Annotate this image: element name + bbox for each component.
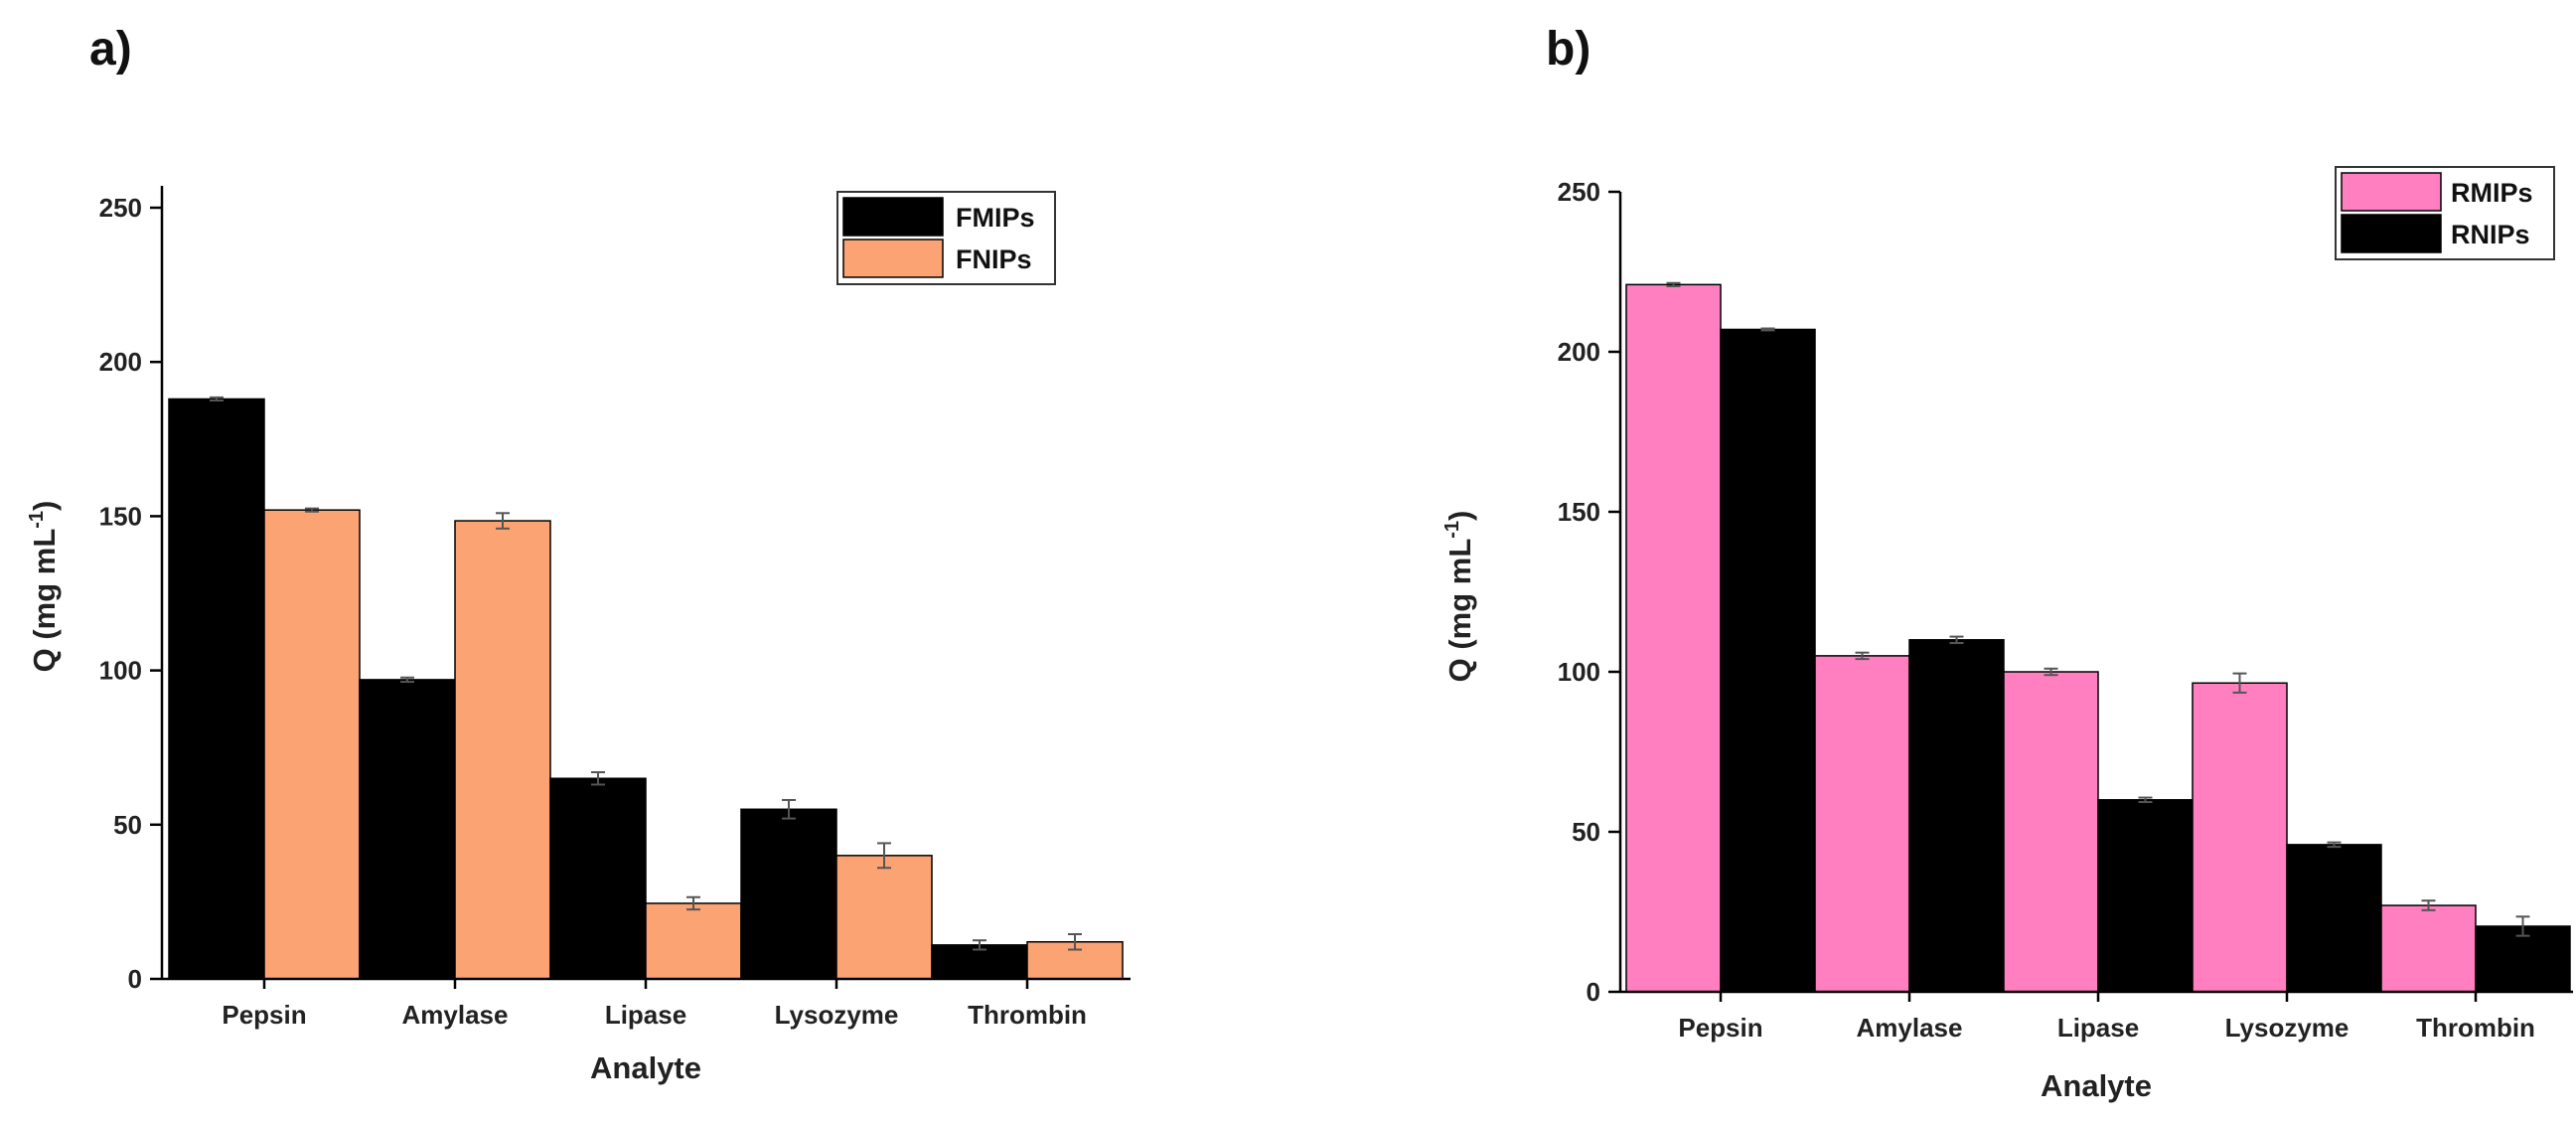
panel-b-legend: RMIPs RNIPs [2335,166,2555,260]
panel-a-x-tick-label-thrombin: Thrombin [968,1000,1087,1030]
panel-a-legend-swatch-fmips [842,197,944,237]
panel-a-error-bar-fnips-thrombin [1068,932,1082,951]
panel-a-bar-fnips-lysozyme [835,855,933,980]
panel-b-bar-rmips-lipase [2003,671,2099,993]
panel-b-y-ticks: 0 50 100 150 200 250 [1558,177,1620,1007]
panel-a: a) 0 50 100 150 200 250 Pepsin Amylase Lipase Ly… [26,23,1131,1085]
panel-b-y-tick-label-0: 0 [1587,977,1600,1007]
panel-b-y-axis-title-close: ) [1442,511,1477,521]
panel-a-x-axis-title: Analyte [590,1050,701,1085]
panel-b-label: b) [1546,23,1591,76]
panel-b-y-axis-title: Q (mg mL-1) [1441,511,1477,683]
panel-a-x-tick-label-amylase: Amylase [402,1000,509,1030]
panel-b-bar-rnips-thrombin [2475,925,2571,993]
panel-a-bar-fmips-lipase [549,777,647,980]
panel-b-error-bar-rmips-pepsin [1666,281,1681,287]
panel-b-y-tick-label-250: 250 [1558,177,1600,207]
panel-a-plot [168,396,1124,980]
panel-b-error-bar-rnips-thrombin [2515,915,2530,937]
panel-a-error-bar-fmips-pepsin [210,396,224,402]
panel-b-legend-rmips: RMIPs [2451,178,2533,208]
panel-a-error-bar-fmips-lysozyme [782,798,796,820]
panel-a-bar-fnips-pepsin [263,509,361,980]
panel-b-error-bar-rmips-lysozyme [2232,672,2247,694]
panel-b-x-tick-label-amylase: Amylase [1857,1013,1963,1043]
panel-b-bar-rmips-lysozyme [2192,682,2288,993]
panel-b-x-tick-label-pepsin: Pepsin [1678,1013,1762,1043]
panel-b-y-tick-label-150: 150 [1558,497,1600,527]
panel-b-x-tick-label-lysozyme: Lysozyme [2225,1013,2349,1043]
panel-b-legend-rnips: RNIPs [2451,220,2530,249]
panel-a-y-tick-label-0: 0 [128,964,142,994]
panel-a-x-tick-label-pepsin: Pepsin [222,1000,306,1030]
panel-b-x-axis-title: Analyte [2041,1068,2152,1103]
panel-b-y-tick-label-200: 200 [1558,337,1600,367]
panel-b-error-bar-rnips-amylase [1949,635,1964,645]
panel-a-bar-fmips-amylase [359,679,456,980]
panel-b-bar-rnips-lysozyme [2286,844,2382,993]
panel-b-error-bar-rnips-pepsin [1760,327,1775,332]
panel-a-y-axis-title-sup: -1 [26,511,48,529]
panel-a-y-axis-title: Q (mg mL-1) [26,501,62,673]
panel-a-legend-swatch-fnips [842,239,944,278]
panel-a-x-tick-label-lipase: Lipase [605,1000,686,1030]
panel-a-bar-fmips-lysozyme [740,808,837,980]
panel-a-error-bar-fmips-lipase [591,771,605,786]
panel-b-bar-rnips-amylase [1908,639,2005,993]
panel-a-y-tick-label-50: 50 [113,810,142,840]
panel-a-error-bar-fmips-amylase [400,676,414,684]
panel-b-error-bar-rmips-lipase [2044,667,2058,677]
panel-a-y-tick-label-250: 250 [99,193,142,223]
panel-b-y-axis-title-main: Q (mg mL [1442,539,1477,683]
panel-b-x-tick-label-lipase: Lipase [2057,1013,2139,1043]
panel-a-error-bar-fmips-thrombin [973,939,986,951]
panel-a-error-bar-fnips-amylase [496,512,510,530]
panel-a-y-tick-label-200: 200 [99,347,142,377]
panel-b-error-bar-rnips-lysozyme [2327,841,2342,849]
panel-a-bar-fmips-thrombin [931,944,1028,980]
panel-b-x-tick-label-thrombin: Thrombin [2416,1013,2535,1043]
panel-a-x-tick-label-lysozyme: Lysozyme [775,1000,899,1030]
panel-b-bar-rnips-pepsin [1720,328,1816,993]
panel-b-bar-rnips-lipase [2097,799,2194,993]
panel-b-legend-swatch-rmips [2341,172,2442,212]
panel-a-legend-fnips: FNIPs [956,244,1032,274]
panel-a-legend-fmips: FMIPs [956,203,1035,233]
panel-a-y-axis-title-close: ) [27,501,62,511]
panel-a-error-bar-fnips-pepsin [305,507,319,513]
panel-a-error-bar-fnips-lysozyme [877,842,891,870]
panel-a-bar-fnips-amylase [454,520,551,980]
panel-a-y-axis-title-main: Q (mg mL [27,529,62,673]
panel-a-y-tick-label-150: 150 [99,501,142,531]
panel-a-error-bar-fnips-lipase [686,895,700,911]
panel-b-y-tick-label-50: 50 [1572,817,1600,847]
panel-b: b) 0 50 100 150 200 250 Pepsin Amylase Lipase Ly… [1441,23,2573,1103]
panel-b-plot [1625,281,2571,993]
panel-b-error-bar-rnips-lipase [2138,796,2153,804]
panel-b-y-tick-label-100: 100 [1558,657,1600,687]
panel-b-x-ticks: Pepsin Amylase Lipase Lysozyme Thrombin [1678,992,2535,1043]
panel-a-bar-fmips-pepsin [168,398,265,980]
panel-b-bar-rmips-pepsin [1625,283,1722,993]
panel-a-bar-fnips-lipase [645,902,742,980]
panel-b-bar-rmips-amylase [1814,655,1910,993]
panel-b-legend-swatch-rnips [2341,214,2442,253]
panel-b-y-axis-title-sup: -1 [1441,521,1463,539]
panel-a-x-ticks: Pepsin Amylase Lipase Lysozyme Thrombin [222,979,1087,1030]
panel-a-y-tick-label-100: 100 [99,656,142,686]
panel-b-error-bar-rmips-amylase [1855,651,1870,661]
panel-a-legend: FMIPs FNIPs [836,191,1056,285]
panel-a-label: a) [89,23,132,76]
panel-b-error-bar-rmips-thrombin [2421,899,2436,911]
panel-b-bar-rmips-thrombin [2380,904,2477,993]
panel-a-y-ticks: 0 50 100 150 200 250 [99,193,162,994]
